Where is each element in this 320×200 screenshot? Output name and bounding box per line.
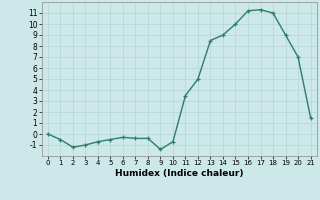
X-axis label: Humidex (Indice chaleur): Humidex (Indice chaleur) <box>115 169 244 178</box>
